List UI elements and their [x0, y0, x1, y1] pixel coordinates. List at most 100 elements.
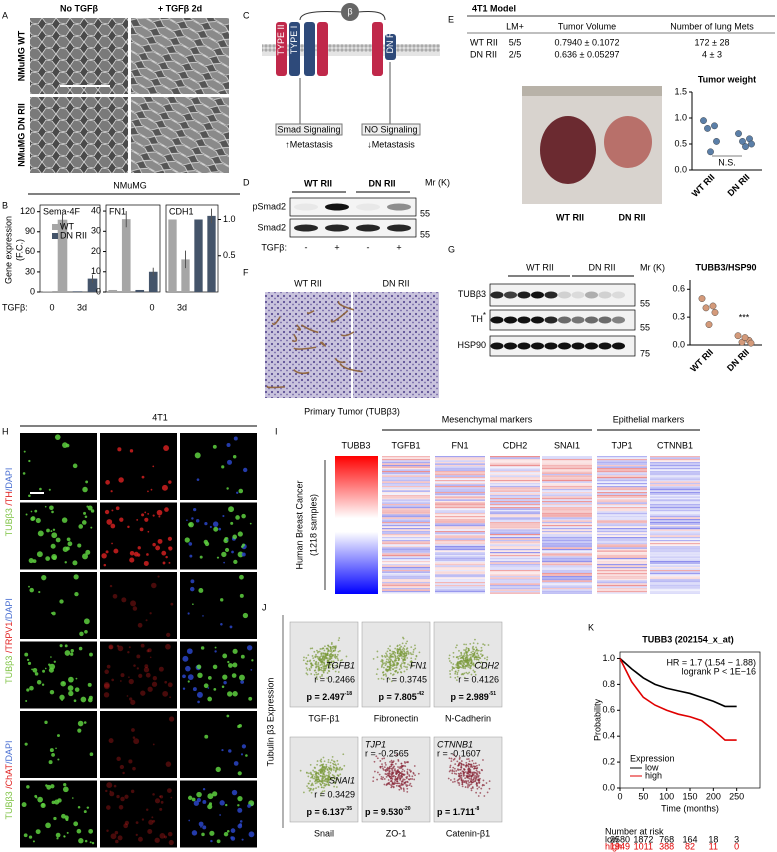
stain — [296, 324, 302, 331]
signal — [141, 818, 145, 821]
y-tick-label: 30 — [25, 266, 35, 276]
heatmap-stripe — [542, 508, 592, 510]
heatmap-stripe — [382, 582, 430, 584]
gene-label: CTNNB1 — [657, 440, 693, 450]
heatmap-stripe — [435, 564, 485, 566]
y-tick-label: 0 — [30, 286, 35, 296]
signal — [117, 447, 122, 452]
heatmap-stripe — [650, 561, 700, 563]
scatter-point — [472, 762, 475, 765]
heatmap-stripe — [382, 562, 430, 564]
arrow — [357, 11, 386, 21]
heatmap-stripe — [542, 486, 592, 488]
heatmap-stripe — [650, 555, 700, 557]
tumor — [540, 116, 596, 184]
heatmap-stripe — [382, 477, 430, 479]
signal — [216, 556, 220, 559]
signal — [169, 696, 172, 699]
signal — [191, 797, 196, 802]
signal — [242, 612, 249, 619]
signal — [62, 442, 68, 448]
signal — [161, 550, 167, 556]
heatmap-stripe — [542, 465, 592, 467]
heatmap-stripe — [490, 586, 540, 588]
scatter-point — [471, 779, 474, 782]
stain — [339, 363, 363, 373]
heatmap-stripe — [650, 534, 700, 536]
heatmap-stripe — [490, 588, 540, 590]
scatter-point — [322, 786, 325, 789]
heatmap-stripe — [435, 592, 485, 594]
heatmap-stripe — [382, 511, 430, 513]
signal — [167, 682, 173, 688]
scatter-point — [386, 768, 388, 770]
y-tick-label: 0.0 — [674, 164, 687, 174]
heatmap-stripe — [650, 520, 700, 522]
signal — [128, 678, 134, 685]
heatmap-stripe — [597, 550, 647, 552]
at-risk-count: 82 — [685, 841, 695, 851]
heatmap-stripe — [597, 505, 647, 507]
heatmap-stripe — [542, 499, 592, 501]
heatmap-stripe — [435, 507, 485, 509]
scatter-point — [404, 781, 407, 784]
signal — [168, 839, 174, 846]
scatter-point — [467, 666, 470, 668]
heatmap-stripe — [650, 472, 700, 474]
scatter-point — [336, 653, 339, 656]
axis-sublabel: (1218 samples) — [308, 494, 318, 556]
stain — [293, 369, 310, 375]
signal — [90, 509, 95, 513]
heatmap-stripe — [542, 529, 592, 531]
scatter-point — [315, 671, 317, 674]
scatter-point — [311, 655, 314, 657]
scatter-point — [329, 655, 332, 658]
heatmap-stripe — [650, 529, 700, 531]
bar — [108, 289, 118, 292]
scatter-point — [400, 762, 403, 765]
scatter-point — [467, 767, 470, 770]
annotation: *** — [739, 312, 750, 322]
heatmap-stripe — [597, 474, 647, 476]
scatter-point — [385, 652, 387, 655]
ligand — [341, 3, 359, 21]
scatter-point — [481, 667, 484, 670]
heatmap-stripe — [650, 457, 700, 459]
heatmap-stripe — [435, 579, 485, 581]
signal — [44, 720, 48, 725]
band — [531, 342, 544, 350]
image-label: DN RII — [383, 278, 410, 288]
signal — [231, 673, 237, 678]
scatter-point — [483, 795, 486, 797]
signal — [237, 771, 242, 776]
scatter-point — [335, 655, 337, 658]
scatter-point — [456, 673, 459, 676]
signal — [83, 511, 87, 515]
scatter-point — [311, 782, 314, 785]
heatmap-stripe — [490, 567, 540, 569]
band — [598, 342, 612, 350]
heatmap-stripe — [382, 495, 430, 497]
heatmap-stripe — [650, 538, 700, 540]
scatter-point — [407, 663, 409, 666]
scatter-point — [474, 638, 476, 641]
heatmap-stripe — [542, 483, 592, 485]
heatmap-stripe — [382, 522, 430, 524]
heatmap-stripe — [490, 582, 540, 584]
signal — [111, 542, 113, 545]
heatmap-stripe — [597, 498, 647, 500]
signal — [233, 436, 238, 441]
axis-label: (F.C.) — [14, 239, 24, 261]
heatmap-stripe — [435, 493, 485, 495]
signal — [182, 687, 186, 690]
heatmap-stripe — [435, 565, 485, 567]
scatter-point — [452, 781, 454, 783]
x-tick-label: 0 — [149, 302, 154, 312]
x-tick-label: 3d — [77, 302, 87, 312]
y-tick-label: 0.5 — [674, 138, 687, 148]
scatter-point — [375, 673, 378, 676]
band — [585, 316, 598, 324]
band — [612, 342, 625, 350]
signal — [48, 663, 51, 667]
scatter-point — [320, 783, 322, 786]
